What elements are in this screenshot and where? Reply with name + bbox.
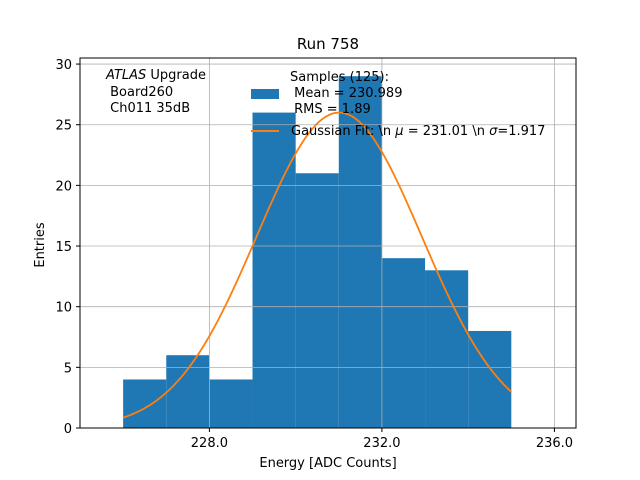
legend: Samples (125): Mean = 230.989 RMS = 1.89… <box>251 70 545 139</box>
y-axis-label: Entries <box>33 222 48 268</box>
histogram-bar <box>209 379 253 428</box>
histogram-bar <box>295 173 339 428</box>
legend-fit-part-1: Gaussian Fit: \n <box>291 124 395 139</box>
legend-hist-line-3: RMS = 1.89 <box>290 102 371 117</box>
axes-frame <box>79 57 577 429</box>
y-tick-label: 0 <box>64 422 72 437</box>
y-tick-label: 30 <box>55 58 72 73</box>
x-tick-label: 232.0 <box>363 436 400 451</box>
axes: 228.0 232.0 236.0 0 5 10 15 20 25 30 <box>55 57 577 451</box>
atlas-annotation: ATLAS Upgrade Board260 Ch011 35dB <box>105 68 206 116</box>
x-axis-label: Energy [ADC Counts] <box>259 456 396 471</box>
histogram-bar <box>252 112 296 429</box>
annotation-atlas: ATLAS <box>105 68 146 83</box>
y-tick-label: 5 <box>64 361 72 376</box>
fit-curve-layer <box>122 111 512 419</box>
legend-hist-line-1: Samples (125): <box>290 70 389 85</box>
histogram-bar <box>381 258 426 428</box>
y-tick-label: 25 <box>55 119 72 134</box>
gaussian-fit-curve <box>122 111 512 419</box>
chart-title: Run 758 <box>297 35 359 53</box>
y-tick-label: 15 <box>55 240 72 255</box>
legend-fit-sigma: σ <box>489 124 498 139</box>
y-tick-label: 20 <box>55 179 72 194</box>
legend-fit-part-2: = 231.01 \n <box>404 124 490 139</box>
annotation-line-2: Board260 <box>106 85 173 100</box>
x-tick-label: 228.0 <box>191 436 228 451</box>
legend-fit-mu: μ <box>394 124 403 139</box>
annotation-upgrade: Upgrade <box>146 68 206 83</box>
y-tick-label: 10 <box>55 301 72 316</box>
histogram-bar <box>425 270 469 428</box>
legend-fit-part-3: =1.917 <box>497 124 545 139</box>
histogram-bar <box>123 379 167 428</box>
annotation-line-3: Ch011 35dB <box>106 101 190 116</box>
legend-hist-line-2: Mean = 230.989 <box>290 86 402 101</box>
legend-hist-swatch <box>251 89 279 99</box>
annotation-line-1: ATLAS Upgrade <box>105 68 206 83</box>
histogram-bar <box>166 355 210 428</box>
legend-fit-label: Gaussian Fit: \n μ = 231.01 \n σ=1.917 <box>291 124 545 139</box>
x-tick-label: 236.0 <box>536 436 573 451</box>
histogram-bar <box>338 76 382 429</box>
histogram-bars <box>123 76 512 429</box>
